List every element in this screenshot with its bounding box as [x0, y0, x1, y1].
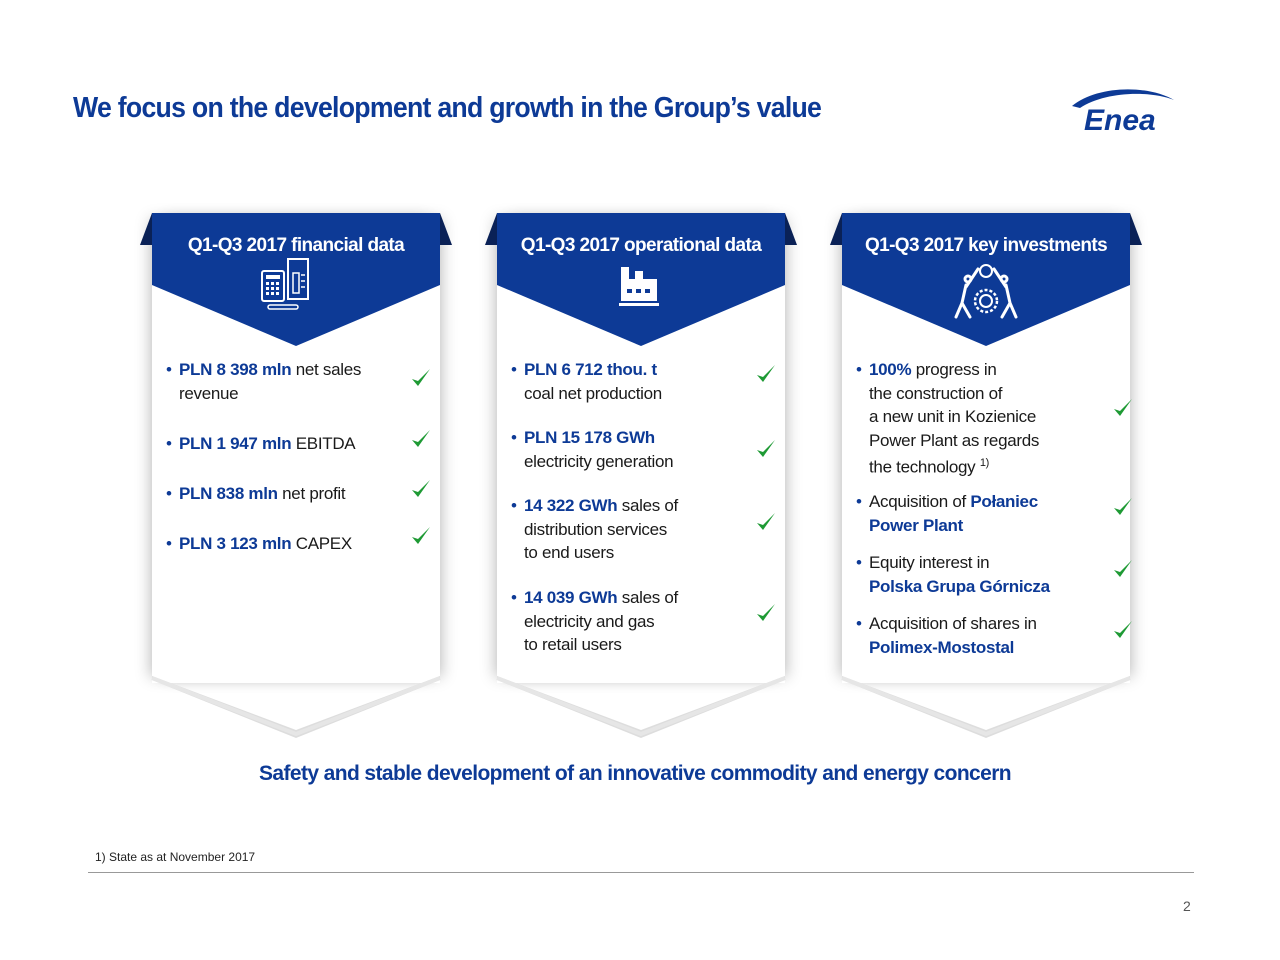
column-heading: Q1-Q3 2017 key investments: [864, 235, 1108, 256]
column-heading: Q1-Q3 2017 operational data: [520, 235, 762, 256]
check-icon: [1114, 399, 1132, 416]
check-icon: [412, 480, 430, 497]
bullet-icon: •: [166, 484, 172, 503]
highlight-value: Połaniec: [970, 492, 1038, 511]
bullet-icon: •: [166, 360, 172, 379]
check-icon: [1114, 498, 1132, 515]
item-text: Power Plant as regards: [869, 430, 1040, 450]
item-text: a new unit in Kozienice: [869, 407, 1036, 426]
bullet-item: • PLN 3 123 mln CAPEX: [166, 532, 352, 556]
bullet-item: • Equity interest in Polska Grupa Górnicza: [856, 551, 1050, 598]
bullet-item: • 14 039 GWh sales of electricity and gas t…: [511, 586, 678, 657]
highlight-value: Power Plant: [869, 515, 964, 535]
item-text: electricity generation: [524, 451, 674, 471]
column-operational: Q1-Q3 2017 operational data • PLN 6 712 t…: [485, 213, 797, 743]
item-text: distribution services: [524, 519, 667, 539]
ribbon-fold: [1130, 213, 1142, 245]
highlight-value: 100%: [869, 360, 912, 379]
bullet-item: • PLN 8 398 mln net sales revenue: [166, 358, 361, 405]
item-text: coal net production: [524, 383, 662, 403]
item-text: the technology: [869, 457, 980, 477]
highlight-value: PLN 838 mln: [179, 484, 278, 503]
highlight-value: PLN 6 712 thou. t: [524, 360, 657, 379]
highlight-value: 14 039 GWh: [524, 588, 618, 607]
item-text: revenue: [179, 383, 239, 403]
check-icon: [1114, 621, 1132, 638]
bullet-item: • PLN 838 mln net profit: [166, 482, 346, 506]
item-text: electricity and gas: [524, 611, 655, 631]
highlight-value: 14 322 GWh: [524, 496, 618, 515]
bullet-icon: •: [511, 588, 517, 607]
item-text: net profit: [277, 484, 346, 503]
people-gears-icon: [954, 264, 1018, 319]
bullet-icon: •: [856, 360, 862, 379]
bullet-icon: •: [856, 492, 862, 511]
column-investments: Q1-Q3 2017 key investments • 100% progres…: [830, 213, 1142, 743]
bullet-item: • PLN 6 712 thou. t coal net production: [511, 358, 662, 405]
item-text: EBITDA: [291, 434, 356, 453]
highlight-value: PLN 1 947 mln: [179, 434, 292, 453]
item-text: Acquisition of shares in: [869, 614, 1037, 633]
header-banner: [152, 213, 440, 346]
check-icon: [757, 440, 775, 457]
chevron-bottom: [151, 676, 441, 738]
footnote-ref: 1): [979, 457, 989, 469]
enea-logo: Enea: [1072, 89, 1174, 134]
bullet-icon: •: [166, 534, 172, 553]
item-text: sales of: [617, 588, 679, 607]
item-text: progress in: [911, 360, 997, 379]
highlight-value: PLN 8 398 mln: [179, 360, 292, 379]
factory-icon: [619, 267, 659, 306]
header-banner: [497, 213, 785, 346]
check-icon: [757, 365, 775, 382]
page-title: We focus on the development and growth i…: [73, 92, 822, 124]
check-icon: [1114, 560, 1132, 577]
item-text: sales of: [617, 496, 679, 515]
divider: [88, 872, 1194, 873]
bullet-item: • 100% progress in the construction of a ne…: [856, 358, 1039, 479]
bullet-item: • PLN 15 178 GWh electricity generation: [511, 426, 674, 473]
slogan: Safety and stable development of an inno…: [258, 762, 1012, 785]
highlight-value: PLN 3 123 mln: [179, 534, 292, 553]
item-text: Acquisition of: [869, 492, 971, 511]
bullet-icon: •: [511, 428, 517, 447]
highlight-value: Polimex-Mostostal: [869, 637, 1015, 657]
item-text: the construction of: [869, 383, 1003, 403]
check-icon: [412, 430, 430, 447]
svg-text:Enea: Enea: [1084, 104, 1156, 134]
highlight-value: PLN 15 178 GWh: [524, 428, 655, 447]
highlight-value: Polska Grupa Górnicza: [869, 576, 1050, 596]
item-text: Equity interest in: [869, 553, 990, 572]
bullet-item: • Acquisition of Połaniec Power Plant: [856, 490, 1038, 537]
calculator-document-icon: [261, 258, 309, 310]
ribbon-fold: [785, 213, 797, 245]
bullet-icon: •: [856, 614, 862, 633]
column-heading: Q1-Q3 2017 financial data: [187, 235, 405, 256]
bullet-icon: •: [511, 496, 517, 515]
item-text: net sales: [291, 360, 362, 379]
check-icon: [757, 604, 775, 621]
footnote: 1) State as at November 2017: [95, 850, 256, 864]
bullet-item: • 14 322 GWh sales of distribution service…: [511, 494, 678, 565]
check-icon: [757, 513, 775, 530]
item-text: CAPEX: [291, 534, 352, 553]
bullet-icon: •: [856, 553, 862, 572]
page-number: 2: [1183, 898, 1191, 914]
check-icon: [412, 369, 430, 386]
chevron-bottom: [841, 676, 1131, 738]
column-financial: Q1-Q3 2017 financial data • PLN 8 398 mln…: [140, 213, 452, 743]
ribbon-fold: [485, 213, 497, 245]
ribbon-fold: [140, 213, 152, 245]
chevron-bottom: [496, 676, 786, 738]
item-text: to end users: [524, 543, 614, 562]
bullet-item: • PLN 1 947 mln EBITDA: [166, 432, 356, 456]
bullet-icon: •: [511, 360, 517, 379]
bullet-item: • Acquisition of shares in Polimex-Mostost…: [856, 612, 1037, 659]
ribbon-fold: [440, 213, 452, 245]
ribbon-fold: [830, 213, 842, 245]
item-text: to retail users: [524, 635, 622, 654]
bullet-icon: •: [166, 434, 172, 453]
header-banner: [842, 213, 1130, 346]
check-icon: [412, 527, 430, 544]
